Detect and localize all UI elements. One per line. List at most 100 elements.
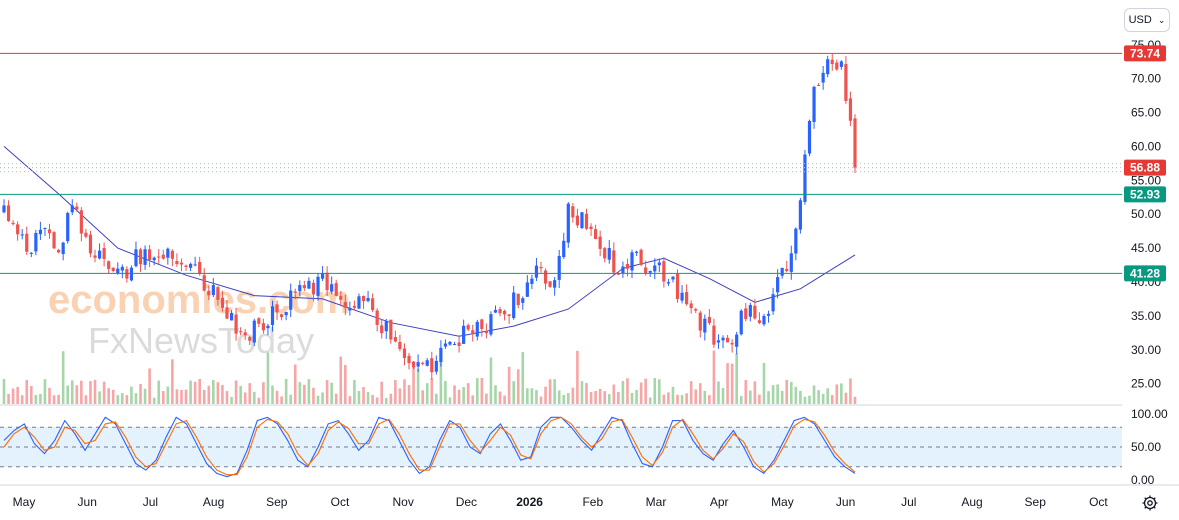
candle-body bbox=[598, 236, 602, 249]
volume-bar bbox=[853, 396, 857, 404]
volume-bar bbox=[271, 385, 274, 404]
candle-body bbox=[443, 343, 448, 347]
volume-bar bbox=[334, 393, 338, 404]
volume-bar bbox=[212, 379, 215, 404]
candle-body bbox=[452, 344, 457, 346]
candle-body bbox=[252, 320, 256, 343]
volume-bar bbox=[566, 392, 570, 404]
candle-body bbox=[471, 330, 475, 335]
candle-body bbox=[316, 276, 320, 296]
volume-bar bbox=[111, 389, 115, 404]
volume-bar bbox=[25, 379, 29, 404]
volume-bar bbox=[457, 389, 461, 404]
volume-bar bbox=[407, 385, 411, 404]
volume-bar bbox=[2, 378, 6, 404]
candle-body bbox=[539, 266, 543, 269]
volume-bar bbox=[753, 381, 757, 404]
time-axis-label: Nov bbox=[393, 495, 414, 509]
candle-body bbox=[639, 249, 643, 265]
volume-bar bbox=[539, 396, 543, 404]
volume-bar bbox=[489, 357, 493, 404]
volume-bar bbox=[712, 350, 716, 404]
volume-bar bbox=[389, 393, 393, 404]
candle-body bbox=[807, 120, 812, 154]
volume-bar bbox=[475, 378, 479, 404]
candle-body bbox=[625, 263, 630, 269]
volume-bar bbox=[366, 392, 370, 404]
candle-body bbox=[20, 234, 24, 236]
time-axis-label: Oct bbox=[331, 495, 350, 509]
volume-bar bbox=[362, 387, 365, 404]
volume-bar bbox=[216, 382, 220, 404]
volume-bar bbox=[817, 390, 820, 404]
volume-bar bbox=[416, 368, 420, 404]
candle-body bbox=[175, 260, 179, 265]
candle-body bbox=[803, 154, 807, 202]
candle-body bbox=[612, 250, 616, 273]
volume-bar bbox=[703, 390, 707, 404]
candle-body bbox=[270, 306, 275, 325]
watermark-line1: economies.com bbox=[48, 278, 350, 322]
candle-body bbox=[553, 280, 557, 288]
candle-body bbox=[703, 318, 707, 333]
volume-bar bbox=[480, 378, 484, 404]
candle-body bbox=[543, 270, 548, 284]
volume-bar bbox=[685, 393, 688, 404]
candle-body bbox=[839, 61, 843, 67]
currency-selector[interactable]: USD ⌄ bbox=[1124, 8, 1170, 32]
candle-body bbox=[216, 287, 220, 300]
volume-bar bbox=[107, 388, 110, 404]
volume-bar bbox=[344, 364, 347, 404]
stochastic-series-line bbox=[3, 416, 856, 476]
candle-body bbox=[152, 257, 156, 261]
candle-body bbox=[794, 228, 798, 254]
candle-body bbox=[393, 337, 397, 342]
candle-body bbox=[79, 210, 83, 234]
candle-body bbox=[826, 59, 830, 75]
volume-bar bbox=[280, 396, 283, 404]
volume-bar bbox=[121, 393, 124, 404]
candle-body bbox=[6, 205, 11, 222]
candle-body bbox=[594, 229, 598, 240]
candle-body bbox=[229, 312, 234, 321]
candle-body bbox=[439, 347, 443, 363]
volume-bar bbox=[307, 379, 311, 404]
candle-body bbox=[34, 233, 38, 252]
volume-bar bbox=[594, 390, 597, 404]
volume-bar bbox=[102, 381, 106, 404]
gear-icon[interactable] bbox=[1141, 494, 1159, 512]
candle-body bbox=[666, 282, 671, 284]
candle-body bbox=[694, 309, 698, 311]
volume-bar bbox=[316, 395, 320, 404]
candle-body bbox=[184, 265, 188, 267]
candle-body bbox=[2, 205, 6, 213]
stochastic-series-line bbox=[3, 416, 856, 478]
candle-body bbox=[25, 233, 29, 252]
volume-bar bbox=[394, 380, 397, 404]
candle-body bbox=[188, 263, 193, 268]
currency-label: USD bbox=[1128, 14, 1152, 26]
volume-bar bbox=[89, 381, 92, 404]
candle-body bbox=[835, 62, 839, 70]
volume-bar bbox=[93, 379, 97, 404]
candle-body bbox=[675, 273, 680, 300]
candle-body bbox=[302, 285, 306, 289]
volume-bar bbox=[207, 385, 211, 404]
volume-bar bbox=[830, 395, 834, 404]
chevron-down-icon: ⌄ bbox=[1157, 14, 1166, 25]
volume-bar bbox=[184, 389, 188, 404]
price-tick-label: 65.00 bbox=[1131, 106, 1161, 120]
volume-bar bbox=[325, 380, 329, 404]
candle-body bbox=[634, 251, 639, 253]
candle-body bbox=[257, 318, 261, 324]
candle-body bbox=[225, 307, 229, 319]
volume-bar bbox=[453, 385, 456, 404]
candle-body bbox=[207, 290, 211, 296]
candle-body bbox=[343, 302, 347, 308]
candle-body bbox=[644, 267, 648, 274]
stochastic-tick-label: 100.00 bbox=[1131, 407, 1168, 421]
candle-body bbox=[721, 337, 725, 341]
volume-bar bbox=[553, 379, 556, 404]
